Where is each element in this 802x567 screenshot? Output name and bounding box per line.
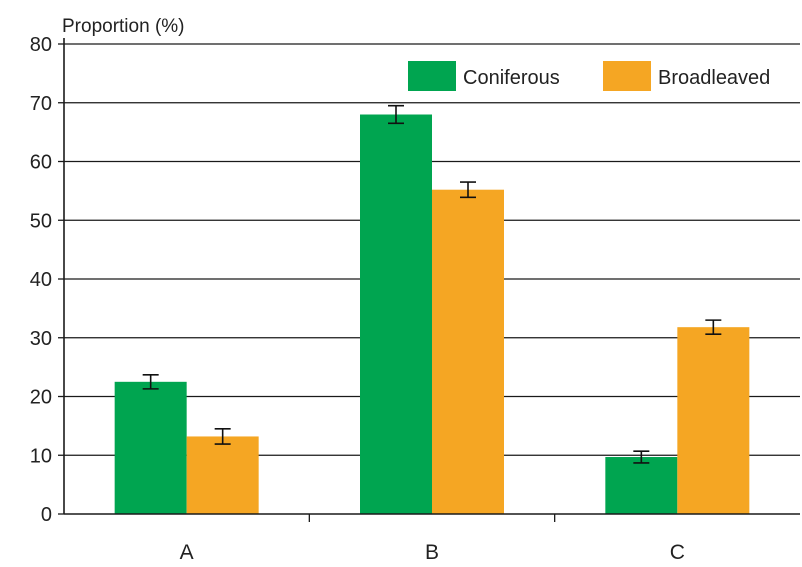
y-tick-label: 10 <box>30 445 52 467</box>
legend-swatch-broadleaved <box>603 61 651 91</box>
y-tick-label: 30 <box>30 328 52 350</box>
y-tick-label: 40 <box>30 269 52 291</box>
legend-swatch-coniferous <box>408 61 456 91</box>
bar-broadleaved-C <box>677 327 750 514</box>
legend-label-coniferous: Coniferous <box>463 67 560 89</box>
bar-broadleaved-B <box>432 189 504 514</box>
bars <box>114 114 750 514</box>
legend-background <box>398 56 796 96</box>
x-tick-label-C: C <box>670 541 685 562</box>
bar-coniferous-B <box>360 114 432 514</box>
legend: Coniferous Broadleaved <box>398 56 796 96</box>
y-tick-label: 80 <box>30 34 52 56</box>
bar-coniferous-A <box>114 381 187 514</box>
axes: 0 10 20 30 40 50 60 70 80 A B C <box>30 34 800 564</box>
y-axis-label: Proportion (%) <box>62 16 185 37</box>
legend-label-broadleaved: Broadleaved <box>658 67 770 89</box>
x-tick-label-B: B <box>425 541 439 562</box>
y-tick-label: 60 <box>30 152 52 174</box>
y-tick-label: 20 <box>30 387 52 409</box>
bar-coniferous-C <box>605 457 678 514</box>
error-bars <box>142 104 722 464</box>
x-tick-label-A: A <box>180 541 194 562</box>
bar-broadleaved-A <box>186 436 259 514</box>
y-tick-label: 0 <box>41 504 52 526</box>
y-tick-label: 50 <box>30 210 52 232</box>
y-tick-label: 70 <box>30 93 52 115</box>
